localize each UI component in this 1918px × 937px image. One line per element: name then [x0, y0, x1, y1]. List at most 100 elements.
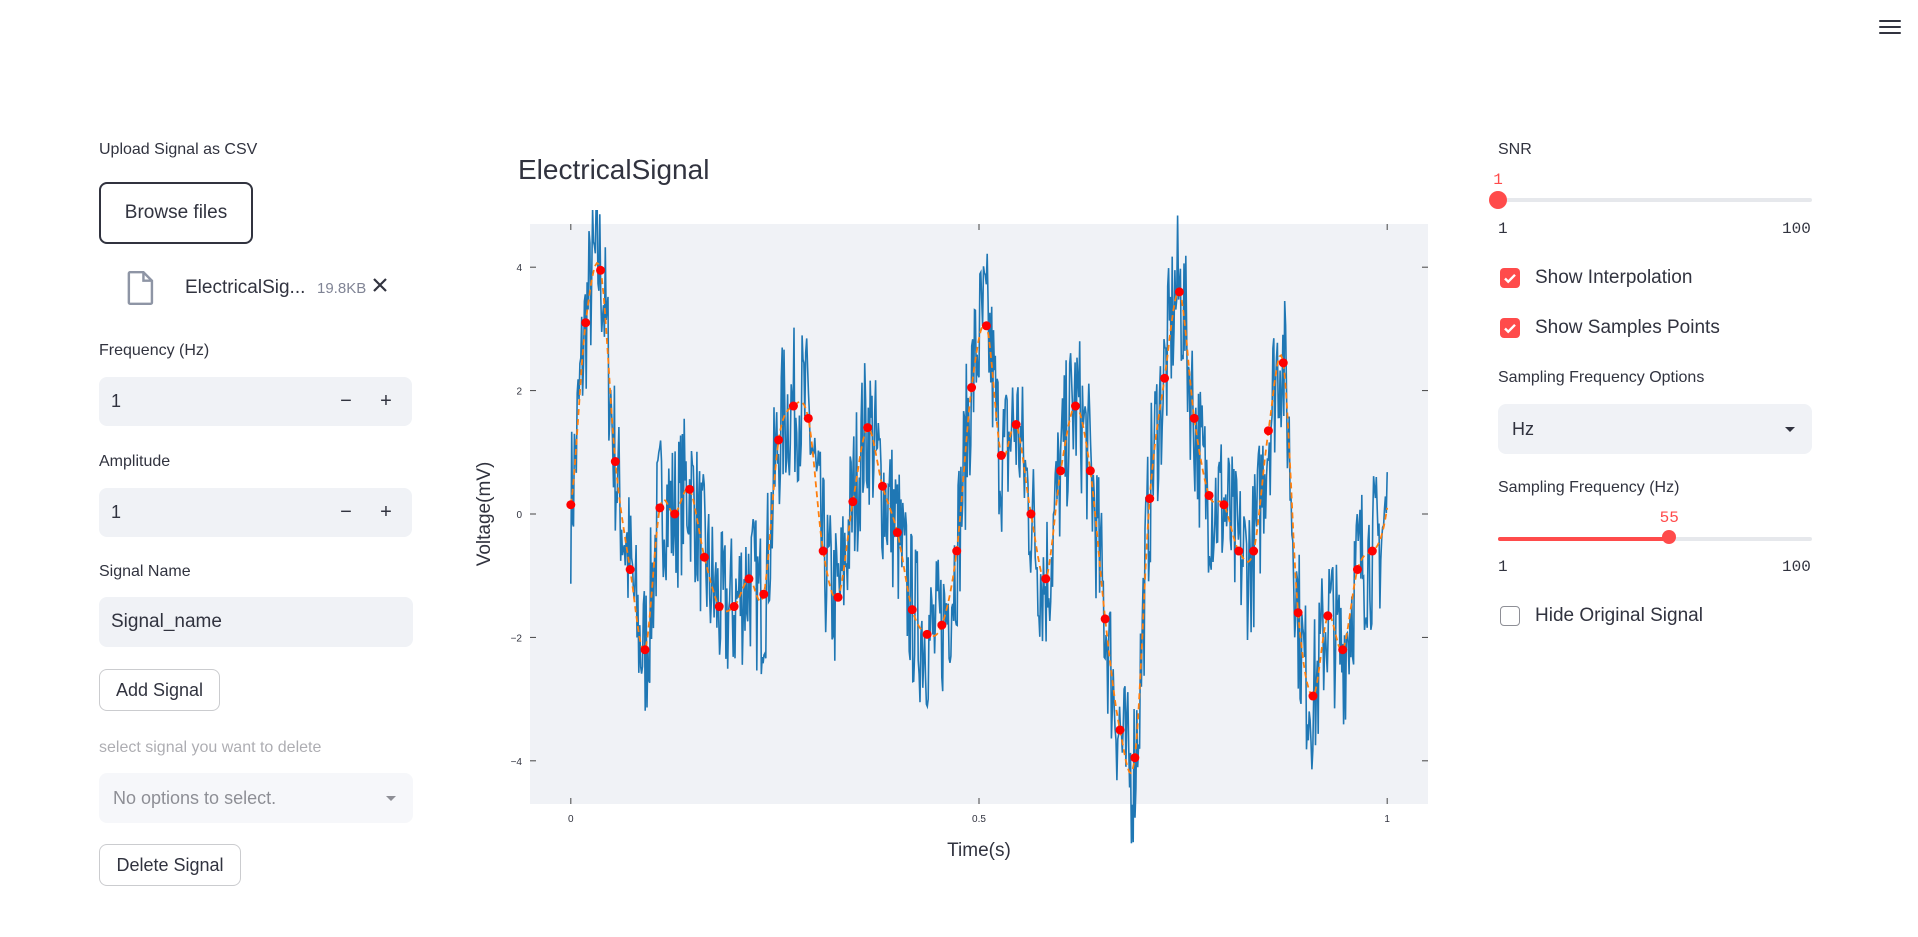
sample-point — [729, 602, 739, 612]
sample-point — [1160, 373, 1170, 383]
signal-name-input[interactable] — [99, 597, 413, 647]
sampling-frequency-thumb[interactable] — [1662, 530, 1677, 544]
sample-point — [937, 620, 947, 630]
chevron-down-icon — [386, 796, 396, 801]
sample-point — [1189, 413, 1199, 423]
sample-point — [1338, 645, 1348, 655]
main-menu-button[interactable] — [1877, 16, 1903, 38]
sample-point — [1174, 287, 1184, 297]
sample-point — [818, 546, 828, 556]
amplitude-label: Amplitude — [99, 453, 171, 470]
frequency-input[interactable]: 1 − + — [99, 377, 412, 426]
y-tick-label: 2 — [516, 387, 522, 398]
checkbox-icon[interactable] — [1500, 268, 1520, 288]
chevron-down-icon — [1785, 427, 1795, 432]
sample-point — [863, 423, 873, 433]
sample-point — [596, 265, 606, 275]
snr-slider-track[interactable] — [1498, 198, 1812, 202]
add-signal-button[interactable]: Add Signal — [99, 669, 220, 711]
sample-point — [759, 589, 769, 599]
uploaded-file: ElectricalSig... 19.8KB — [126, 268, 426, 308]
sample-point — [1263, 426, 1273, 436]
checkbox-icon[interactable] — [1500, 606, 1520, 626]
original-signal-line — [570, 210, 1388, 844]
sample-point — [952, 546, 962, 556]
sample-point — [1293, 608, 1303, 618]
sample-point — [1323, 611, 1333, 621]
sample-point — [1352, 565, 1362, 575]
file-size: 19.8KB — [317, 280, 367, 297]
snr-min: 1 — [1498, 220, 1508, 238]
file-name: ElectricalSig... — [185, 277, 306, 298]
amplitude-decrement-button[interactable]: − — [340, 501, 352, 523]
sample-point — [1115, 725, 1125, 735]
amplitude-value[interactable]: 1 — [111, 502, 122, 522]
sample-point — [714, 602, 724, 612]
sample-point — [744, 574, 754, 584]
sample-point — [1278, 358, 1288, 368]
sample-point — [1219, 500, 1229, 510]
sample-point — [803, 413, 813, 423]
delete-signal-select[interactable]: No options to select. — [99, 773, 413, 823]
sample-point — [566, 500, 576, 510]
sample-point — [848, 497, 858, 507]
sampling-frequency-max: 100 — [1782, 558, 1811, 576]
remove-file-icon[interactable] — [370, 275, 390, 300]
chart-title: ElectricalSignal — [518, 154, 710, 185]
sample-point — [996, 450, 1006, 460]
sample-point — [625, 565, 635, 575]
sample-point — [1026, 509, 1036, 519]
snr-slider-thumb[interactable] — [1489, 191, 1507, 209]
sample-point — [699, 552, 709, 562]
y-tick-label: 4 — [516, 263, 522, 274]
hide-original-label: Hide Original Signal — [1535, 605, 1703, 626]
show-interpolation-label: Show Interpolation — [1535, 267, 1693, 288]
delete-select-label: select signal you want to delete — [99, 739, 322, 756]
sample-point — [833, 592, 843, 602]
sample-point — [685, 484, 695, 494]
upload-label: Upload Signal as CSV — [99, 141, 258, 158]
sample-point — [774, 435, 784, 445]
checkbox-icon[interactable] — [1500, 318, 1520, 338]
signal-name-field[interactable] — [99, 597, 413, 647]
sample-point — [1204, 490, 1214, 500]
signal-name-label: Signal Name — [99, 563, 191, 580]
sampling-options-select[interactable]: Hz — [1498, 404, 1812, 454]
sample-point — [1070, 401, 1080, 411]
sampling-frequency-fill — [1498, 537, 1670, 541]
y-tick-label: 0 — [516, 510, 522, 521]
frequency-value[interactable]: 1 — [111, 391, 122, 411]
x-tick-label: 0 — [568, 814, 574, 825]
x-tick-label: 0.5 — [972, 814, 986, 825]
snr-label: SNR — [1498, 141, 1532, 158]
sample-point — [610, 457, 620, 467]
sampling-frequency-label: Sampling Frequency (Hz) — [1498, 479, 1680, 496]
frequency-increment-button[interactable]: + — [380, 390, 392, 412]
sample-point — [581, 318, 591, 328]
sample-point — [640, 645, 650, 655]
x-tick-label: 1 — [1384, 814, 1390, 825]
signal-chart[interactable]: 0 0.5 1 −4 −2 0 2 4 Time(s) Voltage(mV) — [470, 210, 1450, 870]
sample-point — [1145, 494, 1155, 504]
sample-point — [1130, 753, 1140, 763]
sample-point — [1100, 614, 1110, 624]
amplitude-increment-button[interactable]: + — [380, 501, 392, 523]
sampling-frequency-value: 55 — [1659, 509, 1679, 527]
sample-point — [1367, 546, 1377, 556]
sample-point — [1011, 420, 1021, 430]
sample-point — [922, 629, 932, 639]
sample-point — [1234, 546, 1244, 556]
sampling-frequency-min: 1 — [1498, 558, 1508, 576]
delete-select-placeholder: No options to select. — [113, 788, 277, 808]
sample-point — [655, 503, 665, 513]
frequency-decrement-button[interactable]: − — [340, 390, 352, 412]
sampling-options-label: Sampling Frequency Options — [1498, 369, 1705, 386]
browse-files-button[interactable]: Browse files — [99, 182, 253, 244]
sample-point — [981, 321, 991, 331]
y-tick-label: −4 — [511, 757, 523, 768]
file-icon — [126, 271, 156, 310]
amplitude-input[interactable]: 1 − + — [99, 488, 412, 537]
sample-point — [878, 481, 888, 491]
snr-max: 100 — [1782, 220, 1811, 238]
delete-signal-button[interactable]: Delete Signal — [99, 844, 241, 886]
